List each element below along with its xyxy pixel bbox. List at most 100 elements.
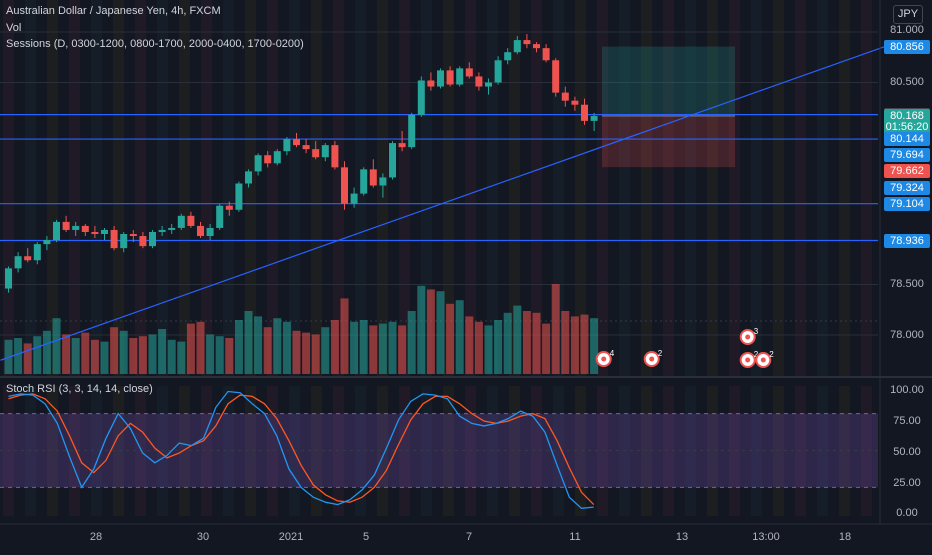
candle-body <box>542 48 550 61</box>
candle-body <box>321 145 329 158</box>
session-band <box>223 386 234 516</box>
event-dot <box>745 357 751 363</box>
time-tick: 11 <box>569 531 581 543</box>
candle-body <box>33 244 41 261</box>
session-band <box>663 386 674 516</box>
session-band <box>443 0 454 376</box>
candle-body <box>168 227 176 230</box>
candle-body <box>437 70 444 87</box>
candle-body <box>254 155 262 172</box>
volume-bar <box>273 318 282 374</box>
session-band <box>179 0 190 376</box>
price-label: 79.694 <box>884 148 930 163</box>
candle-body <box>5 268 12 289</box>
volume-bar <box>110 327 119 374</box>
session-band <box>487 0 498 376</box>
candle-body <box>389 143 396 178</box>
sessions-legend[interactable]: Sessions (D, 0300-1200, 0800-1700, 2000-… <box>6 38 304 50</box>
stoch-tick: 0.00 <box>896 507 918 519</box>
volume-bar <box>138 336 147 374</box>
volume-bar <box>148 334 157 374</box>
volume-bar <box>484 325 493 374</box>
session-band <box>399 386 410 516</box>
take-profit-zone <box>602 46 735 117</box>
price-label: 80.168 <box>884 109 930 123</box>
session-band <box>707 386 718 516</box>
candle-body <box>53 221 60 241</box>
volume-bar <box>388 321 397 374</box>
session-band <box>289 0 300 376</box>
volume-bar <box>14 338 23 374</box>
session-band <box>817 386 828 516</box>
session-band <box>355 386 366 516</box>
session-band <box>575 0 586 376</box>
volume-bar <box>62 334 71 374</box>
candle-body <box>129 234 137 237</box>
session-band <box>553 0 564 376</box>
candle-body <box>139 236 147 247</box>
volume-bar <box>503 312 512 374</box>
candle-body <box>72 225 80 230</box>
event-count: 2 <box>658 349 663 358</box>
candle-body <box>581 104 588 121</box>
candle-body <box>360 169 368 194</box>
volume-bar <box>417 285 426 374</box>
session-band <box>685 386 696 516</box>
volume-legend[interactable]: Vol <box>6 22 22 34</box>
candle-body <box>417 80 425 115</box>
candle-body <box>561 92 569 101</box>
stoch-k-line <box>8 390 594 509</box>
candle-body <box>312 149 320 158</box>
stop-loss-zone <box>602 116 735 168</box>
volume-bar <box>215 336 224 374</box>
trendline <box>0 43 892 361</box>
candle-body <box>264 155 272 164</box>
session-band <box>245 0 256 376</box>
volume-bar <box>532 312 541 374</box>
volume-bar <box>196 321 205 374</box>
volume-bar <box>177 341 186 374</box>
stoch-rsi-legend[interactable]: Stoch RSI (3, 3, 14, 14, close) <box>6 383 153 395</box>
session-band <box>91 0 102 376</box>
session-band <box>399 0 410 376</box>
session-band <box>113 0 124 376</box>
stoch-band <box>0 413 878 488</box>
currency-button[interactable]: JPY <box>893 5 923 24</box>
session-band <box>223 0 234 376</box>
event-count: 4 <box>610 349 615 358</box>
session-band <box>377 386 388 516</box>
session-band <box>311 0 322 376</box>
event-count: 2 <box>754 350 759 359</box>
volume-bar <box>407 311 416 374</box>
candle-body <box>456 68 464 85</box>
volume-bar <box>350 321 359 374</box>
session-band <box>751 0 762 376</box>
symbol-title[interactable]: Australian Dollar / Japanese Yen, 4h, FX… <box>6 5 221 17</box>
event-dot <box>601 356 607 362</box>
candle-body <box>523 40 531 45</box>
session-band <box>135 0 146 376</box>
volume-bar <box>398 325 407 374</box>
price-label: 80.144 <box>884 132 930 147</box>
volume-bar <box>494 320 503 374</box>
volume-bar <box>321 327 330 374</box>
session-band <box>861 386 872 516</box>
event-dot <box>649 356 655 362</box>
session-band <box>25 0 36 376</box>
candle-body <box>43 240 51 245</box>
volume-bar <box>465 316 474 374</box>
volume-bar <box>378 323 387 374</box>
candle-body <box>283 139 291 152</box>
stoch-tick: 75.00 <box>893 415 921 427</box>
volume-bar <box>436 291 445 374</box>
candle-body <box>533 44 540 49</box>
volume-bar <box>186 323 195 374</box>
candle-body <box>302 145 310 150</box>
candle-body <box>235 183 243 210</box>
candle-body <box>273 151 281 164</box>
session-band <box>421 0 432 376</box>
volume-bar <box>33 336 42 374</box>
volume-bar <box>254 316 263 374</box>
volume-bar <box>282 321 291 374</box>
